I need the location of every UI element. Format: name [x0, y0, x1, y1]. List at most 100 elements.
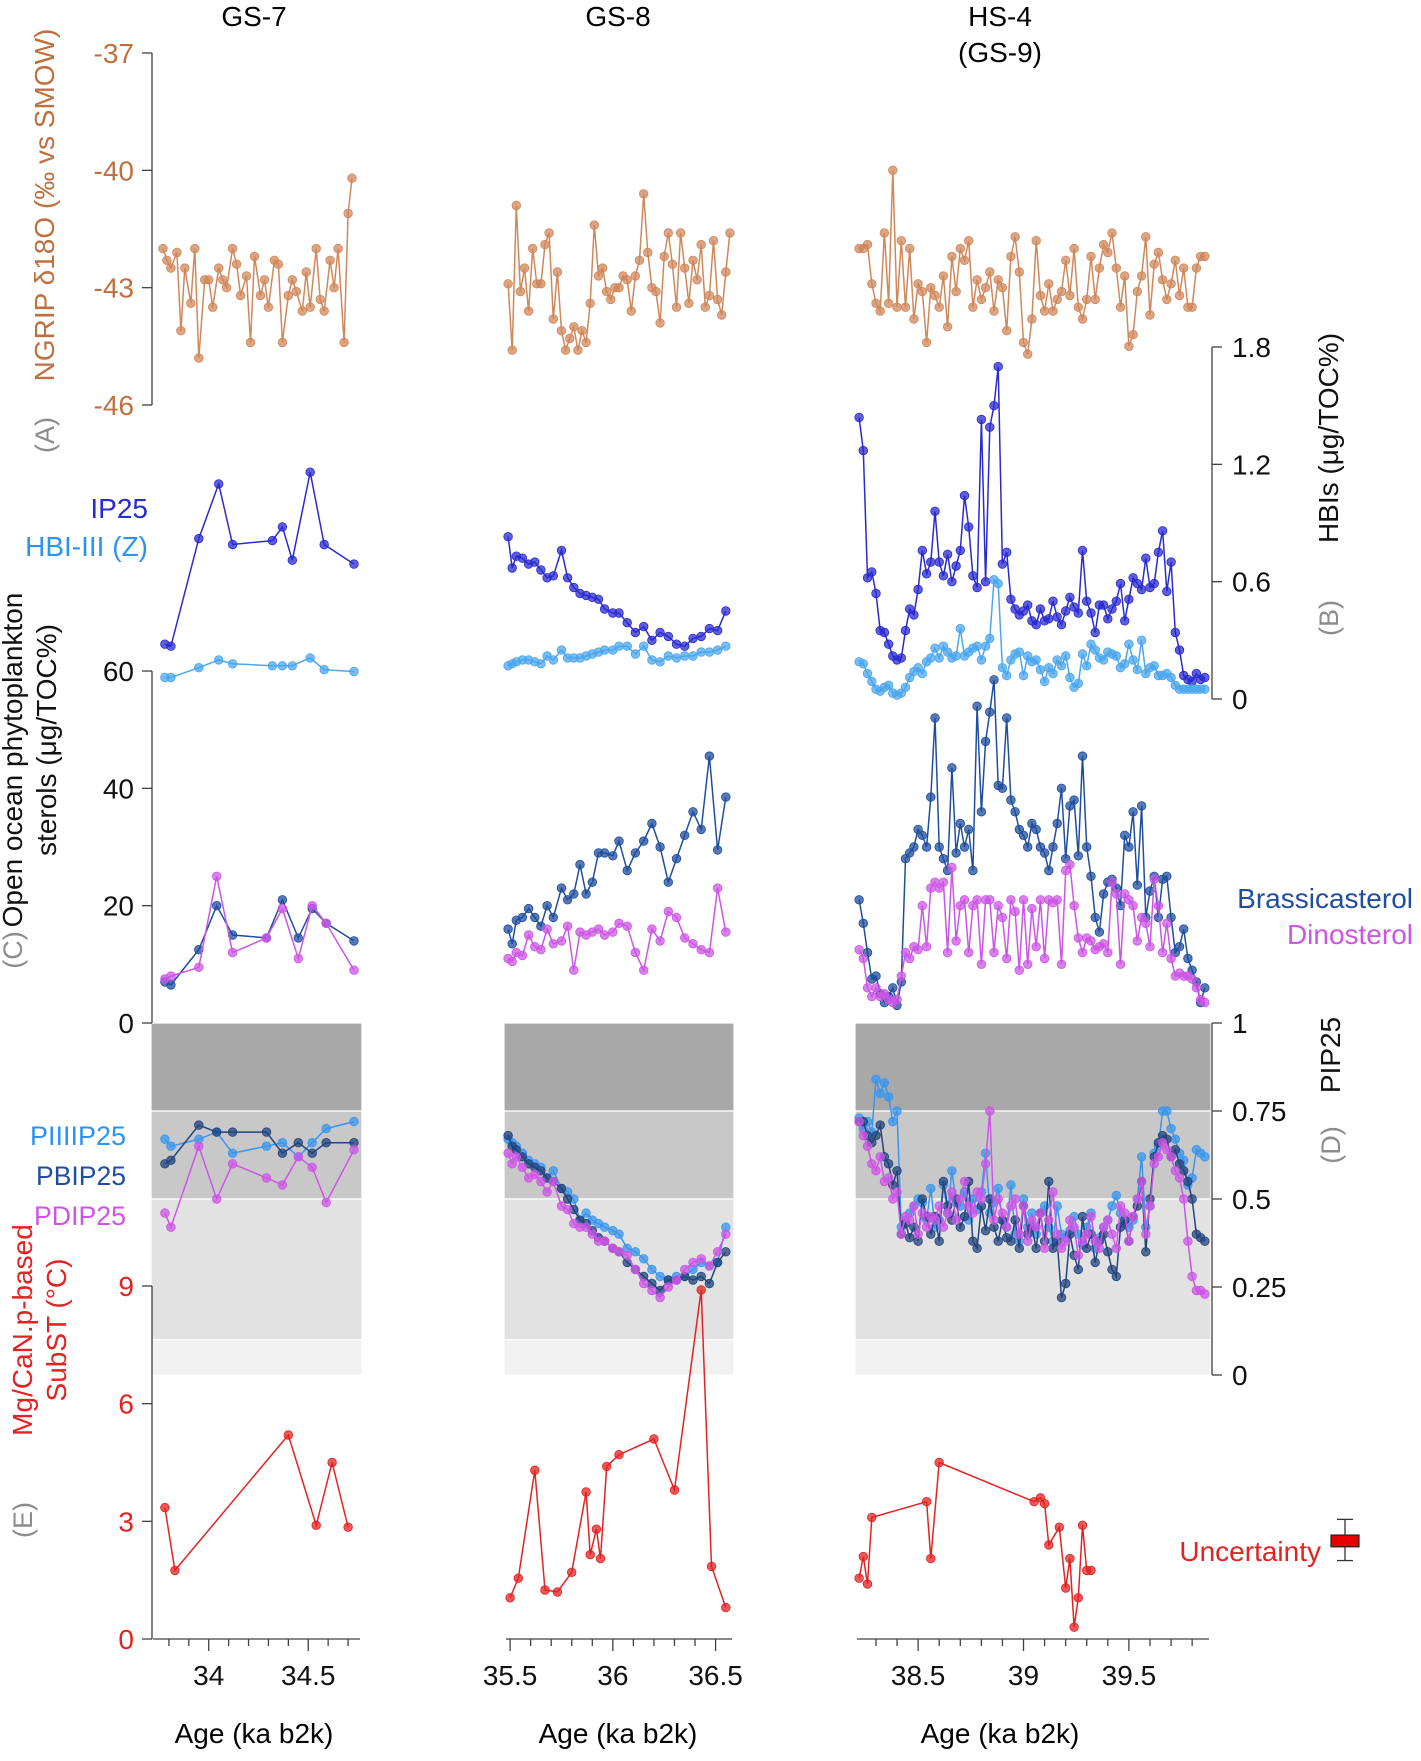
data-point — [1065, 1215, 1075, 1225]
data-point — [985, 707, 995, 717]
data-point — [562, 1194, 573, 1204]
panel-d-y-tick-label: 0.5 — [1232, 1184, 1271, 1215]
data-point — [680, 933, 690, 943]
data-point — [1174, 645, 1185, 655]
data-point — [1119, 271, 1130, 281]
data-point — [938, 571, 949, 581]
data-point — [1162, 586, 1172, 597]
data-point — [1069, 243, 1079, 254]
data-point — [888, 983, 898, 993]
series-line-0-0 — [162, 178, 353, 359]
data-point — [552, 267, 563, 277]
data-point — [507, 939, 517, 949]
pip25-band-1-col-1 — [503, 1110, 735, 1200]
data-point — [1166, 1123, 1176, 1134]
data-point — [926, 557, 936, 567]
data-point — [1141, 553, 1151, 563]
panel-a-ylabel: NGRIP δ18O (‰ vs SMOW) — [29, 29, 60, 382]
series-line-4-0 — [164, 1433, 349, 1573]
data-point — [980, 577, 991, 587]
tick-labels: -46-43-40-3700.61.21.8020406000.250.50.7… — [94, 38, 1287, 1691]
data-point — [614, 283, 624, 293]
series-4-1 — [505, 1285, 731, 1613]
data-point — [1077, 649, 1088, 659]
data-point — [307, 1148, 317, 1158]
data-point — [523, 903, 534, 914]
data-point — [955, 623, 966, 634]
data-point — [1119, 659, 1130, 669]
data-point — [1035, 665, 1046, 675]
data-point — [688, 939, 698, 949]
data-point — [1162, 918, 1172, 929]
data-point — [896, 971, 907, 981]
data-point — [688, 255, 698, 265]
data-point — [321, 1123, 331, 1134]
data-point — [1166, 953, 1176, 964]
data-point — [913, 945, 923, 955]
data-point — [871, 971, 881, 981]
series-3-8 — [854, 1106, 1210, 1299]
data-point — [634, 255, 645, 265]
data-point — [955, 1222, 966, 1232]
data-point — [671, 639, 682, 649]
data-point — [1090, 627, 1100, 638]
data-point — [905, 953, 915, 964]
data-point — [985, 895, 995, 905]
data-point — [540, 1585, 550, 1595]
data-point — [1136, 801, 1147, 811]
data-point — [964, 235, 974, 246]
data-point — [1006, 795, 1016, 805]
data-point — [1149, 259, 1159, 269]
data-point — [347, 173, 357, 183]
data-point — [517, 950, 528, 961]
data-point — [1065, 859, 1075, 870]
data-point — [871, 1166, 881, 1176]
panel-d-y-tick-label: 0.75 — [1232, 1096, 1287, 1127]
data-point — [556, 545, 567, 556]
data-point — [1044, 1215, 1054, 1225]
data-point — [293, 1137, 304, 1148]
data-point — [1010, 807, 1020, 817]
data-point — [704, 623, 715, 634]
data-point — [1141, 918, 1151, 929]
data-point — [688, 1275, 698, 1285]
data-point — [985, 267, 995, 277]
data-point — [721, 267, 731, 277]
data-point — [1014, 267, 1025, 277]
data-point — [343, 208, 353, 219]
data-point — [917, 545, 928, 556]
data-point — [917, 1194, 928, 1204]
data-point — [1111, 263, 1122, 273]
series-4-0 — [160, 1430, 353, 1576]
data-point — [517, 1162, 528, 1173]
data-point — [980, 736, 991, 747]
data-point — [696, 647, 706, 657]
data-point — [556, 936, 567, 946]
data-point — [587, 1229, 598, 1239]
data-point — [194, 663, 204, 673]
data-point — [1119, 830, 1130, 841]
series-3-1 — [160, 1120, 359, 1169]
data-point — [879, 228, 890, 238]
data-point — [1153, 901, 1164, 911]
data-point — [942, 549, 953, 560]
data-point — [630, 1264, 641, 1275]
data-point — [1031, 824, 1041, 835]
data-point — [1111, 1271, 1122, 1282]
data-point — [1191, 983, 1202, 993]
data-point — [712, 883, 723, 893]
data-point — [959, 1176, 970, 1187]
data-point — [213, 479, 224, 489]
data-point — [630, 848, 641, 858]
data-point — [1136, 584, 1147, 595]
data-point — [867, 676, 877, 687]
data-point — [993, 578, 1003, 589]
data-point — [1069, 901, 1079, 911]
data-point — [905, 1215, 915, 1225]
data-point — [542, 924, 552, 934]
data-point — [1010, 232, 1020, 242]
data-point — [1086, 936, 1096, 946]
data-point — [663, 877, 674, 887]
data-point — [721, 1229, 731, 1239]
data-point — [972, 582, 982, 593]
